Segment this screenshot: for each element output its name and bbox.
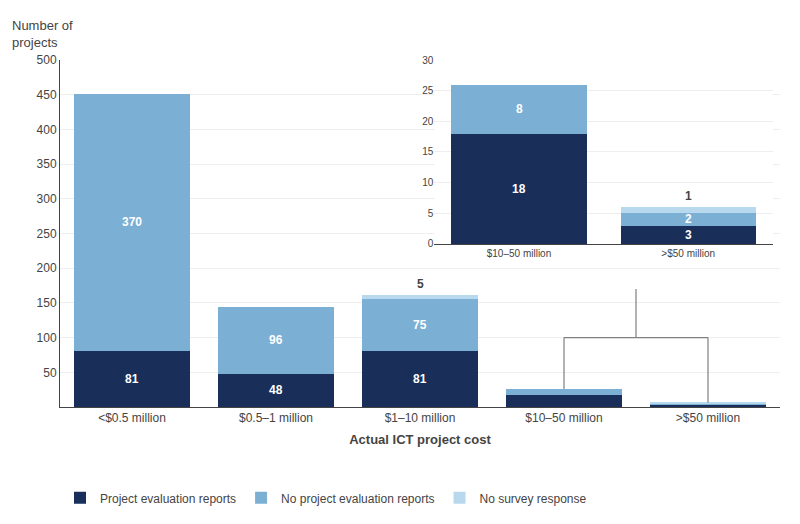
svg-text:Project evaluation reports: Project evaluation reports: [100, 492, 236, 506]
svg-text:5: 5: [417, 277, 424, 291]
svg-text:$10–50 million: $10–50 million: [487, 248, 552, 259]
svg-text:370: 370: [122, 215, 142, 229]
svg-text:1: 1: [685, 189, 692, 203]
svg-text:450: 450: [37, 88, 57, 102]
svg-text:20: 20: [422, 116, 434, 127]
svg-text:25: 25: [422, 85, 434, 96]
svg-text:200: 200: [37, 261, 57, 275]
svg-text:$10–50 million: $10–50 million: [525, 411, 602, 425]
svg-text:>$50 million: >$50 million: [661, 248, 715, 259]
svg-text:81: 81: [125, 372, 139, 386]
svg-text:Actual ICT project cost: Actual ICT project cost: [349, 432, 491, 447]
svg-text:10: 10: [422, 177, 434, 188]
svg-text:<$0.5 million: <$0.5 million: [98, 411, 166, 425]
svg-text:$0.5–1 million: $0.5–1 million: [239, 411, 313, 425]
svg-text:15: 15: [422, 146, 434, 157]
svg-text:No project evaluation reports: No project evaluation reports: [281, 492, 434, 506]
svg-text:30: 30: [422, 55, 434, 66]
svg-text:300: 300: [37, 192, 57, 206]
svg-text:75: 75: [413, 318, 427, 332]
svg-text:$1–10 million: $1–10 million: [385, 411, 456, 425]
svg-text:100: 100: [37, 331, 57, 345]
svg-text:5: 5: [428, 208, 434, 219]
svg-text:50: 50: [43, 366, 57, 380]
svg-text:350: 350: [37, 157, 57, 171]
svg-text:150: 150: [37, 296, 57, 310]
svg-text:400: 400: [37, 123, 57, 137]
svg-text:No survey response: No survey response: [480, 492, 587, 506]
svg-text:Number ofprojects: Number ofprojects: [12, 18, 73, 50]
svg-text:81: 81: [413, 372, 427, 386]
svg-text:96: 96: [269, 333, 283, 347]
svg-text:2: 2: [685, 212, 692, 226]
svg-text:0: 0: [428, 238, 434, 249]
svg-text:8: 8: [516, 102, 523, 116]
svg-text:>$50 million: >$50 million: [676, 411, 740, 425]
svg-text:48: 48: [269, 383, 283, 397]
svg-text:3: 3: [685, 228, 692, 242]
svg-text:500: 500: [37, 53, 57, 67]
svg-text:18: 18: [512, 182, 526, 196]
svg-text:250: 250: [37, 227, 57, 241]
